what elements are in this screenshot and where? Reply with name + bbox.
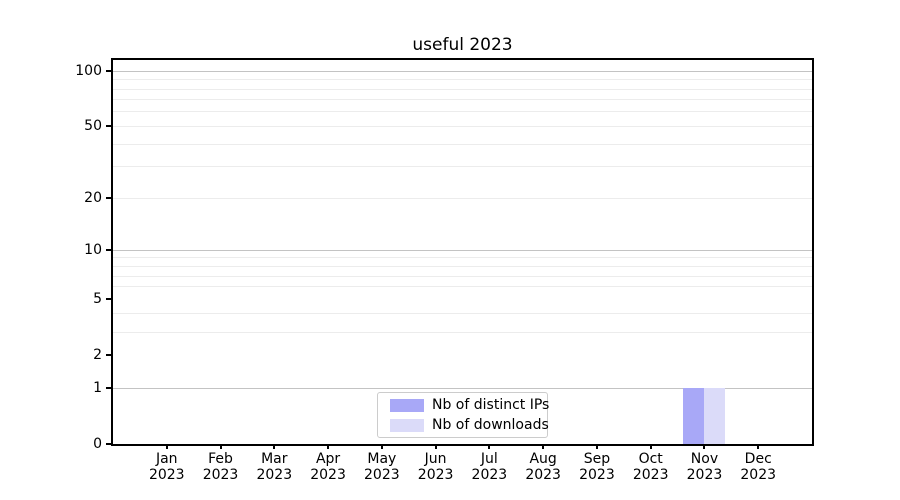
gridline-minor-20: [113, 197, 812, 199]
x-axis-tick-label-aug: Aug 2023: [525, 451, 561, 483]
x-tick-mar: [273, 444, 276, 449]
x-tick-jan: [165, 444, 168, 449]
x-tick-dec: [757, 444, 760, 449]
legend-entry-distinct-ips: Nb of distinct IPs: [390, 397, 550, 413]
gridline-minor-8: [113, 266, 812, 267]
x-axis-tick-label-apr: Apr 2023: [310, 451, 346, 483]
y-tick-50: [106, 125, 111, 128]
x-axis-tick-label-nov: Nov 2023: [686, 451, 723, 483]
x-tick-jul: [488, 444, 491, 449]
y-axis-tick-label-1: 1: [93, 380, 102, 396]
chart-title: useful 2023: [412, 35, 513, 55]
legend-swatch-distinct-ips: [390, 398, 424, 412]
x-tick-feb: [219, 444, 222, 449]
y-tick-1: [106, 387, 111, 389]
gridline-major-1: [113, 387, 812, 389]
x-axis-tick-label-feb: Feb 2023: [202, 451, 239, 483]
x-tick-oct: [649, 444, 652, 449]
x-axis-tick-label-jun: Jun 2023: [417, 451, 454, 483]
y-tick-0: [106, 443, 111, 445]
x-tick-may: [380, 444, 383, 449]
y-axis-tick-label-20: 20: [84, 190, 102, 207]
plot-frame: [111, 58, 814, 446]
x-axis-tick-label-oct: Oct 2023: [632, 451, 669, 483]
legend: Nb of distinct IPs Nb of downloads: [377, 392, 550, 438]
gridline-minor-3: [113, 331, 812, 333]
gridline-minor-30: [113, 166, 812, 168]
y-axis-tick-label-10: 10: [84, 242, 102, 259]
x-axis-tick-label-dec: Dec 2023: [740, 451, 777, 483]
y-tick-5: [106, 298, 111, 301]
y-axis-tick-label-5: 5: [93, 291, 102, 308]
gridline-minor-90: [113, 79, 812, 81]
x-tick-apr: [327, 444, 330, 449]
gridline-minor-7: [113, 275, 812, 277]
gridline-major-10: [113, 249, 812, 251]
y-tick-2: [106, 354, 111, 357]
gridline-minor-40: [113, 143, 812, 145]
gridline-major-100: [113, 70, 812, 72]
gridline-minor-50: [113, 125, 812, 127]
bar-downloads-nov: [704, 388, 726, 444]
legend-swatch-downloads: [390, 418, 424, 432]
x-axis-tick-label-jul: Jul 2023: [471, 451, 508, 483]
y-tick-20: [106, 197, 111, 200]
x-axis-tick-label-may: May 2023: [364, 451, 400, 483]
y-axis-tick-label-0: 0: [93, 436, 102, 452]
gridline-minor-4: [113, 313, 812, 315]
legend-entry-downloads: Nb of downloads: [390, 417, 549, 433]
x-axis-tick-label-mar: Mar 2023: [256, 451, 293, 483]
y-tick-10: [106, 249, 111, 252]
gridline-minor-70: [113, 99, 812, 101]
x-tick-jun: [434, 444, 437, 449]
y-axis-tick-label-50: 50: [84, 118, 102, 135]
legend-label-distinct-ips: Nb of distinct IPs: [432, 397, 550, 413]
bar-distinct-ips-nov: [683, 388, 705, 444]
gridline-minor-80: [113, 88, 812, 90]
x-tick-nov: [703, 444, 706, 449]
gridline-minor-6: [113, 286, 812, 288]
y-axis-tick-label-2: 2: [93, 347, 102, 364]
gridline-minor-60: [113, 111, 812, 113]
x-tick-aug: [542, 444, 545, 449]
y-tick-100: [106, 70, 111, 73]
legend-label-downloads: Nb of downloads: [432, 417, 549, 433]
gridline-minor-9: [113, 257, 812, 259]
x-axis-tick-label-jan: Jan 2023: [148, 451, 185, 483]
x-tick-sep: [595, 444, 598, 449]
y-axis-tick-label-100: 100: [75, 63, 102, 80]
x-axis-tick-label-sep: Sep 2023: [579, 451, 615, 483]
